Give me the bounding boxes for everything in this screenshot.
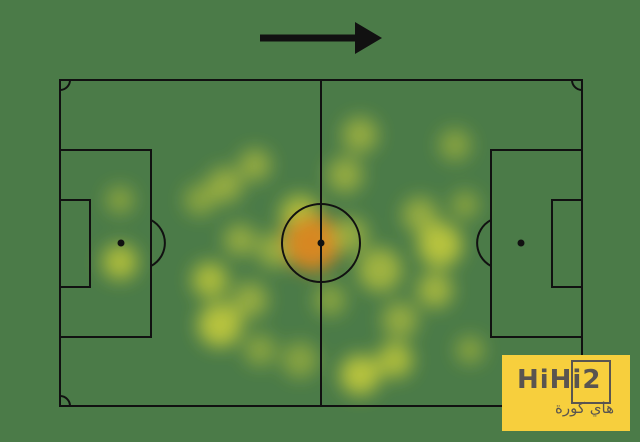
heat-blob — [327, 157, 363, 193]
logo-brand: HiHi2 — [517, 365, 602, 395]
heat-blob — [417, 272, 453, 308]
heat-blob — [282, 342, 318, 378]
heat-blob — [102, 244, 138, 280]
heat-blob — [402, 197, 438, 233]
heat-blob — [314, 284, 346, 316]
heat-blob — [224, 224, 256, 256]
heat-blob — [192, 262, 228, 298]
heat-blob — [198, 303, 242, 347]
heat-blob — [439, 129, 471, 161]
heat-blob — [106, 186, 134, 214]
heat-blob — [284, 215, 340, 271]
heat-blob — [358, 248, 402, 292]
heat-blob — [377, 342, 413, 378]
heat-blob — [340, 355, 380, 395]
pitch-spots — [117, 239, 525, 247]
heat-blob — [456, 336, 484, 364]
heat-blob — [207, 167, 243, 203]
pitch-lines — [59, 79, 583, 407]
heat-blob — [332, 217, 368, 253]
logo-arabic: هاي كورة — [555, 399, 614, 417]
heat-blob — [244, 334, 276, 366]
heatmap-layer — [102, 117, 484, 395]
heat-blob — [382, 302, 418, 338]
heat-blob — [184, 184, 216, 216]
direction-arrow-icon — [260, 22, 382, 54]
heat-blob — [257, 232, 293, 268]
watermark-logo: HiHi2 هاي كورة — [502, 355, 630, 431]
heat-blob — [239, 149, 271, 181]
logo-box — [571, 360, 611, 404]
heat-blob — [342, 117, 378, 153]
heat-blob — [232, 282, 268, 318]
heat-blob — [451, 191, 479, 219]
heat-blob — [418, 223, 462, 267]
